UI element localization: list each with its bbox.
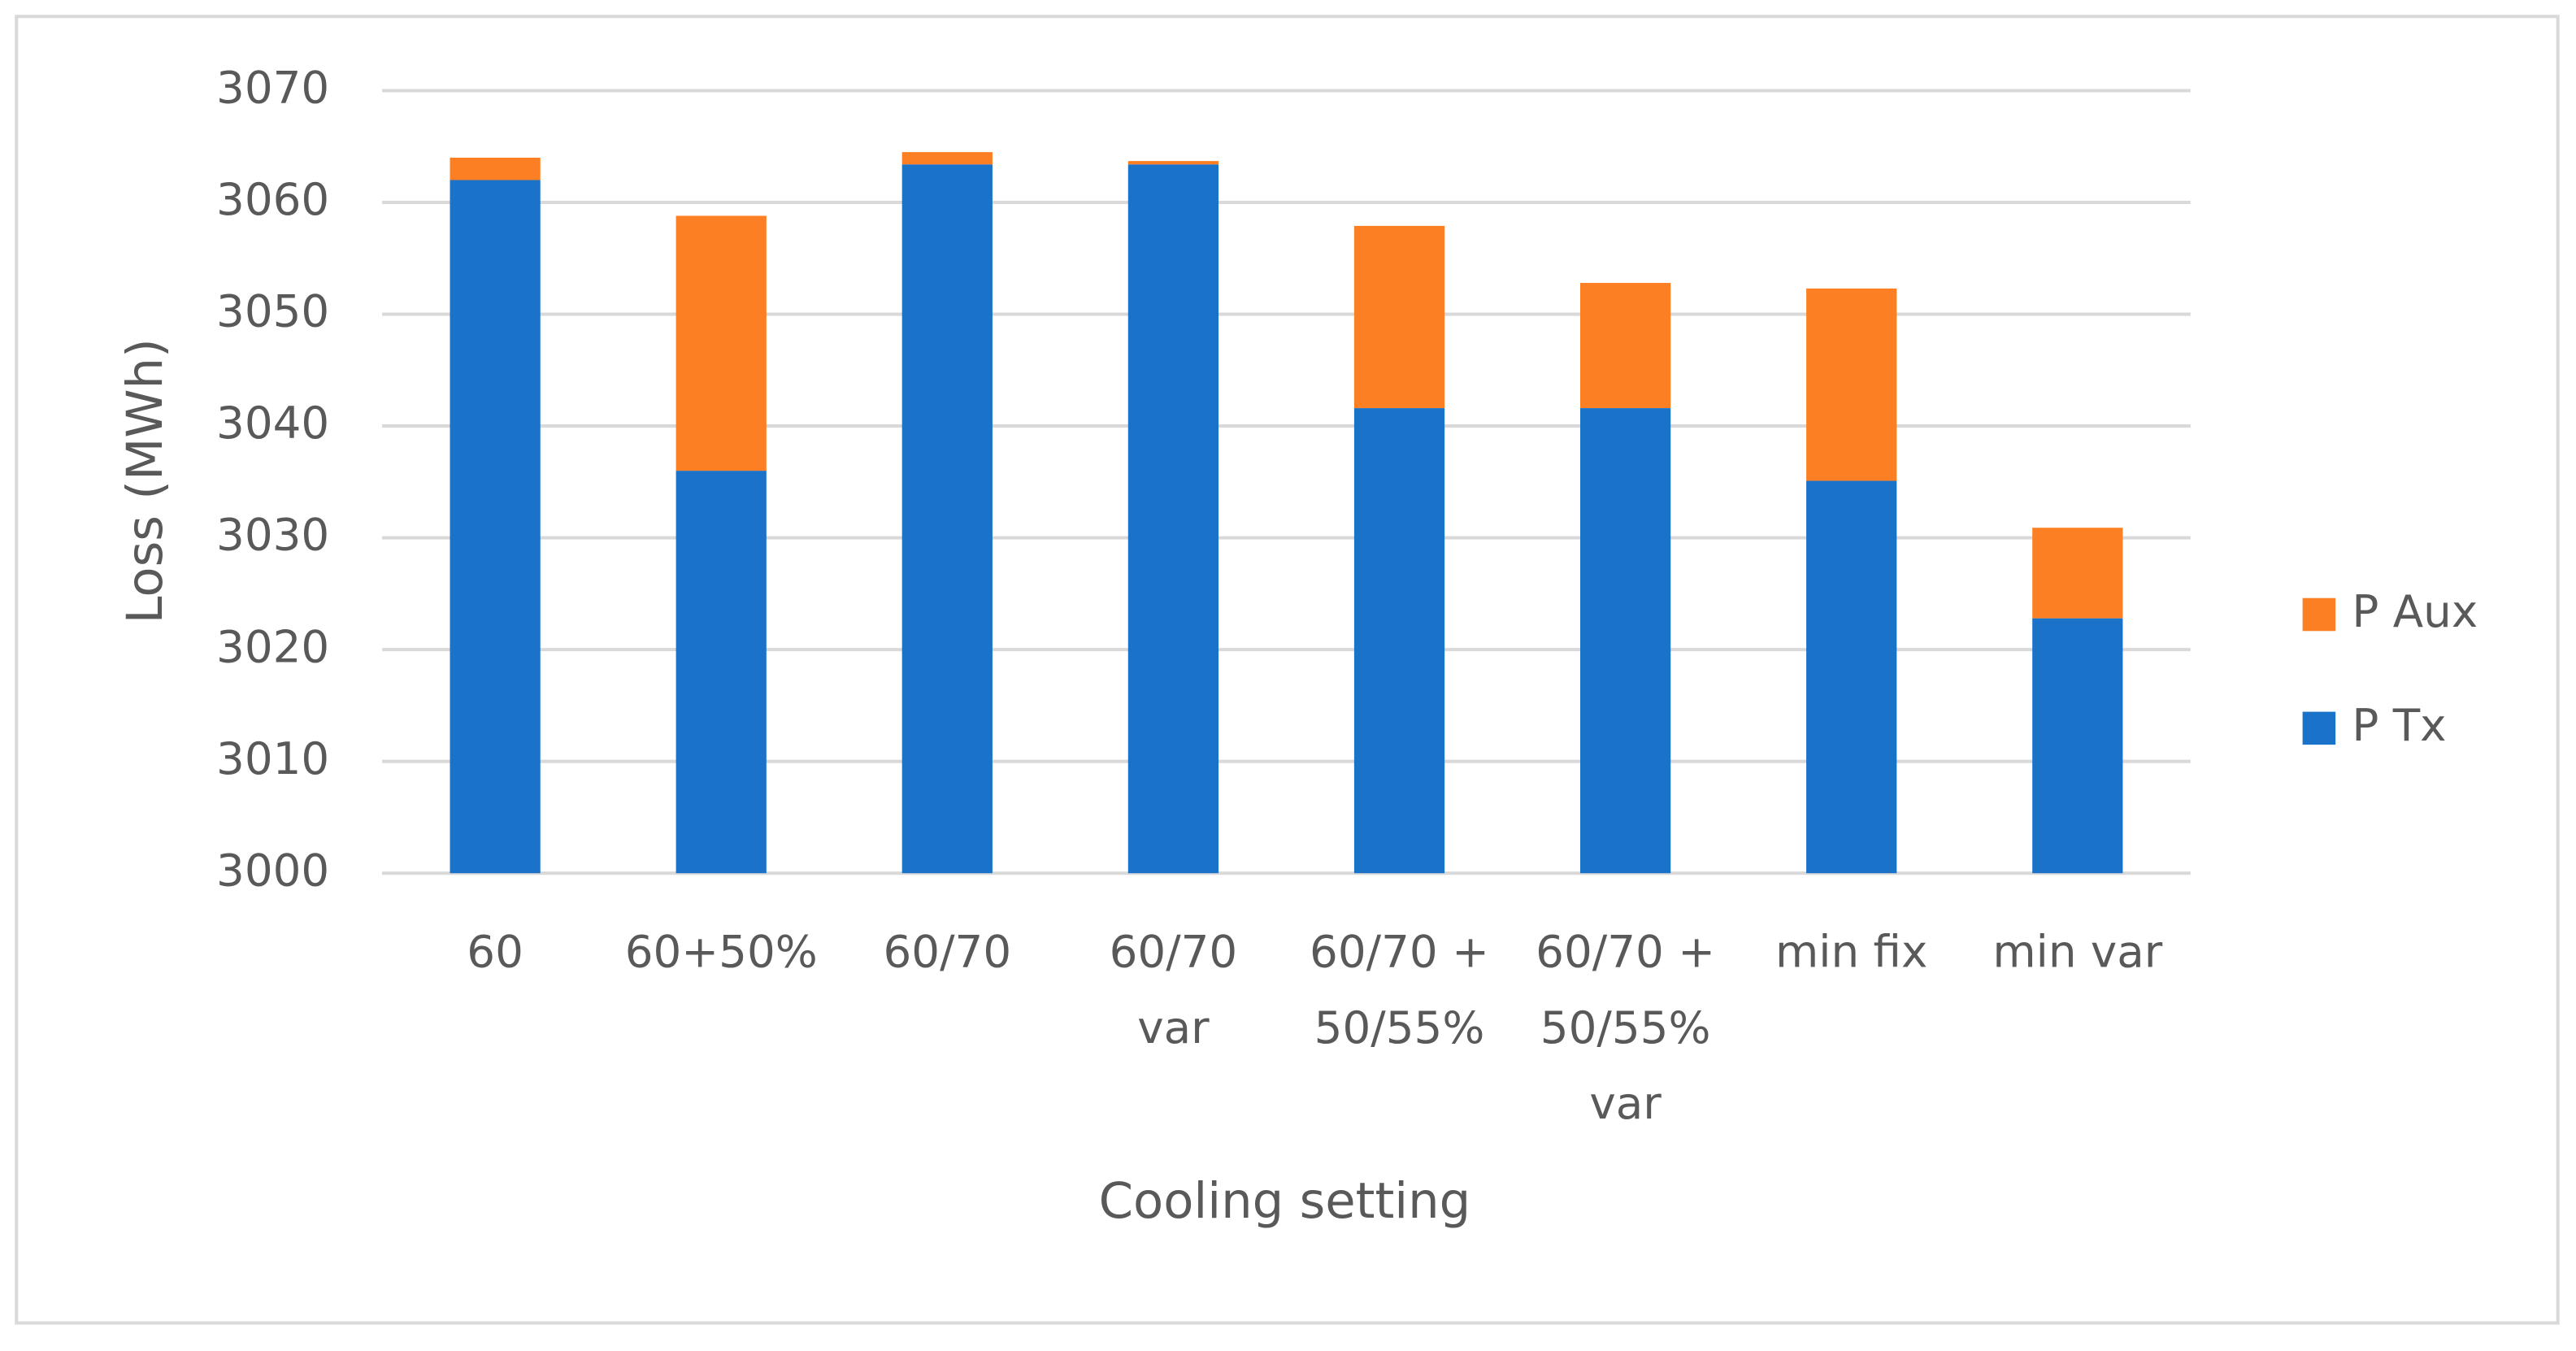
bar-segment — [2032, 528, 2123, 619]
y-tick-label: 3020 — [216, 620, 329, 672]
bar-segment — [1353, 408, 1445, 874]
x-tick-label: min fix — [1775, 927, 1928, 979]
legend-label: P Tx — [2352, 699, 2446, 751]
y-tick-label: 3010 — [216, 732, 329, 784]
bar-segment — [901, 152, 993, 165]
bar-segment — [1127, 164, 1219, 874]
x-tick-label: 60/70 var — [1109, 927, 1238, 1055]
y-tick-label: 3000 — [216, 844, 329, 896]
x-tick-label: 60/70 + 50/55% var — [1536, 927, 1716, 1131]
y-tick-label: 3040 — [216, 397, 329, 449]
legend-label: P Aux — [2352, 585, 2478, 637]
bar-segment — [675, 215, 767, 471]
x-tick-label: 60+50% — [624, 927, 818, 979]
legend-swatch — [2302, 711, 2336, 745]
y-tick-label: 3070 — [216, 62, 329, 114]
bar-segment — [450, 180, 541, 874]
bar-segment — [675, 471, 767, 874]
bar-segment — [1127, 161, 1219, 165]
x-tick-label: min var — [1992, 927, 2163, 979]
bar-segment — [1806, 480, 1897, 874]
x-axis-title: Cooling setting — [1099, 1173, 1471, 1230]
y-tick-label: 3060 — [216, 173, 329, 225]
x-tick-label: 60/70 + 50/55% — [1310, 927, 1489, 1055]
bar-segment — [2032, 618, 2123, 874]
bar-segment — [901, 164, 993, 874]
bar-segment — [1806, 288, 1897, 481]
bar-segment — [450, 157, 541, 180]
x-tick-label: 60/70 — [883, 927, 1012, 979]
y-tick-label: 3050 — [216, 285, 329, 337]
x-tick-label: 60 — [467, 927, 523, 979]
bar-segment — [1353, 225, 1445, 409]
chart-border — [15, 15, 2560, 1325]
bar-segment — [1579, 408, 1671, 874]
y-tick-label: 3030 — [216, 509, 329, 561]
y-axis-title: Loss (MWh) — [117, 338, 174, 623]
legend-swatch — [2302, 597, 2336, 632]
bar-segment — [1579, 283, 1671, 409]
